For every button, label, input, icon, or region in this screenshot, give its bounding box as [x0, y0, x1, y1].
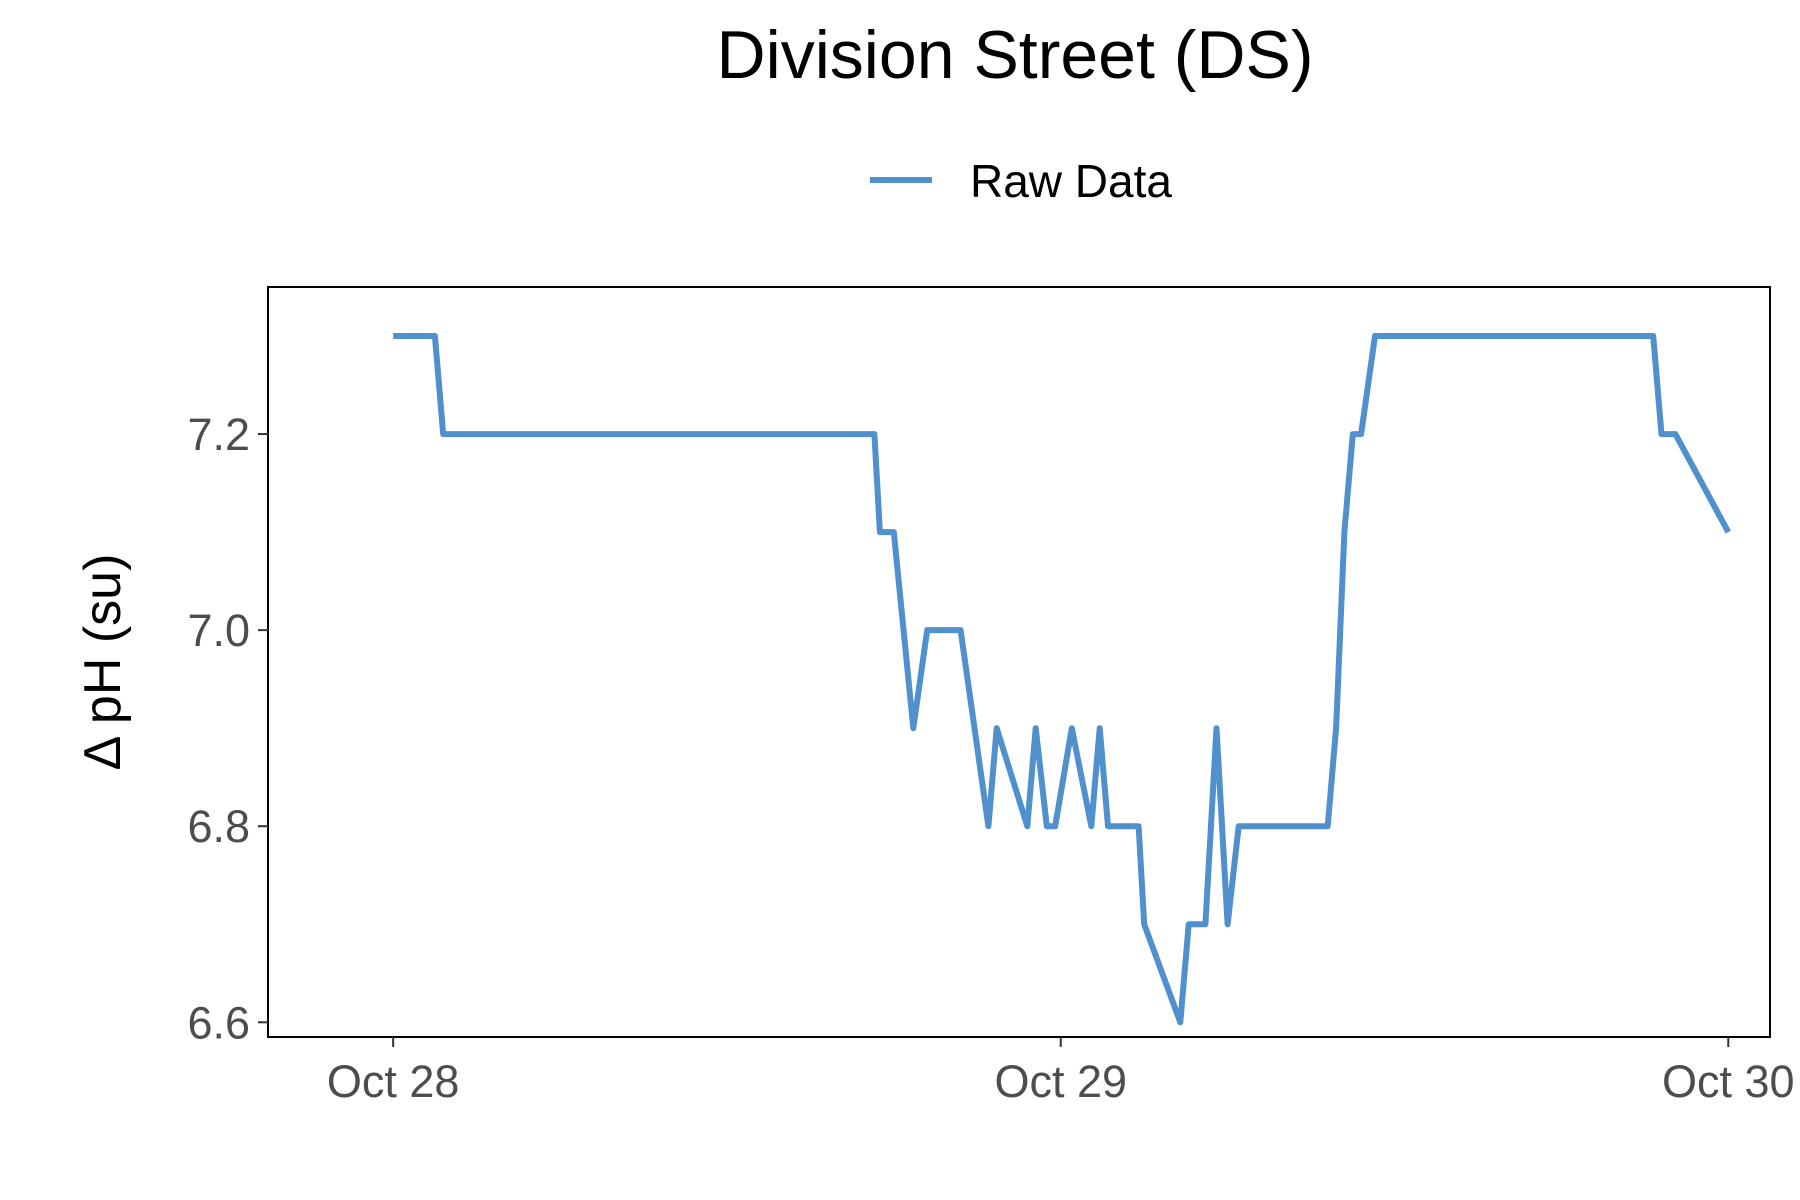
x-tick-label: Oct 30: [1662, 1056, 1795, 1107]
y-tick-label: 7.2: [187, 409, 250, 460]
legend: Raw Data: [870, 155, 1172, 207]
x-tick-label: Oct 28: [327, 1056, 460, 1107]
legend-label: Raw Data: [970, 155, 1172, 207]
y-tick-label: 6.8: [187, 801, 250, 852]
series-layer: [393, 333, 1731, 1026]
chart-title: Division Street (DS): [716, 17, 1313, 93]
series-line-raw-data: [393, 333, 1731, 1026]
y-axis: 6.6 6.8 7.0 7.2: [187, 409, 268, 1048]
y-tick-label: 6.6: [187, 997, 250, 1048]
x-tick-label: Oct 29: [994, 1056, 1127, 1107]
x-axis: Oct 28 Oct 29 Oct 30: [327, 1037, 1795, 1107]
plot-panel: [267, 286, 1771, 1038]
y-tick-label: 7.0: [187, 605, 250, 656]
y-axis-title: Δ pH (su): [74, 554, 132, 771]
